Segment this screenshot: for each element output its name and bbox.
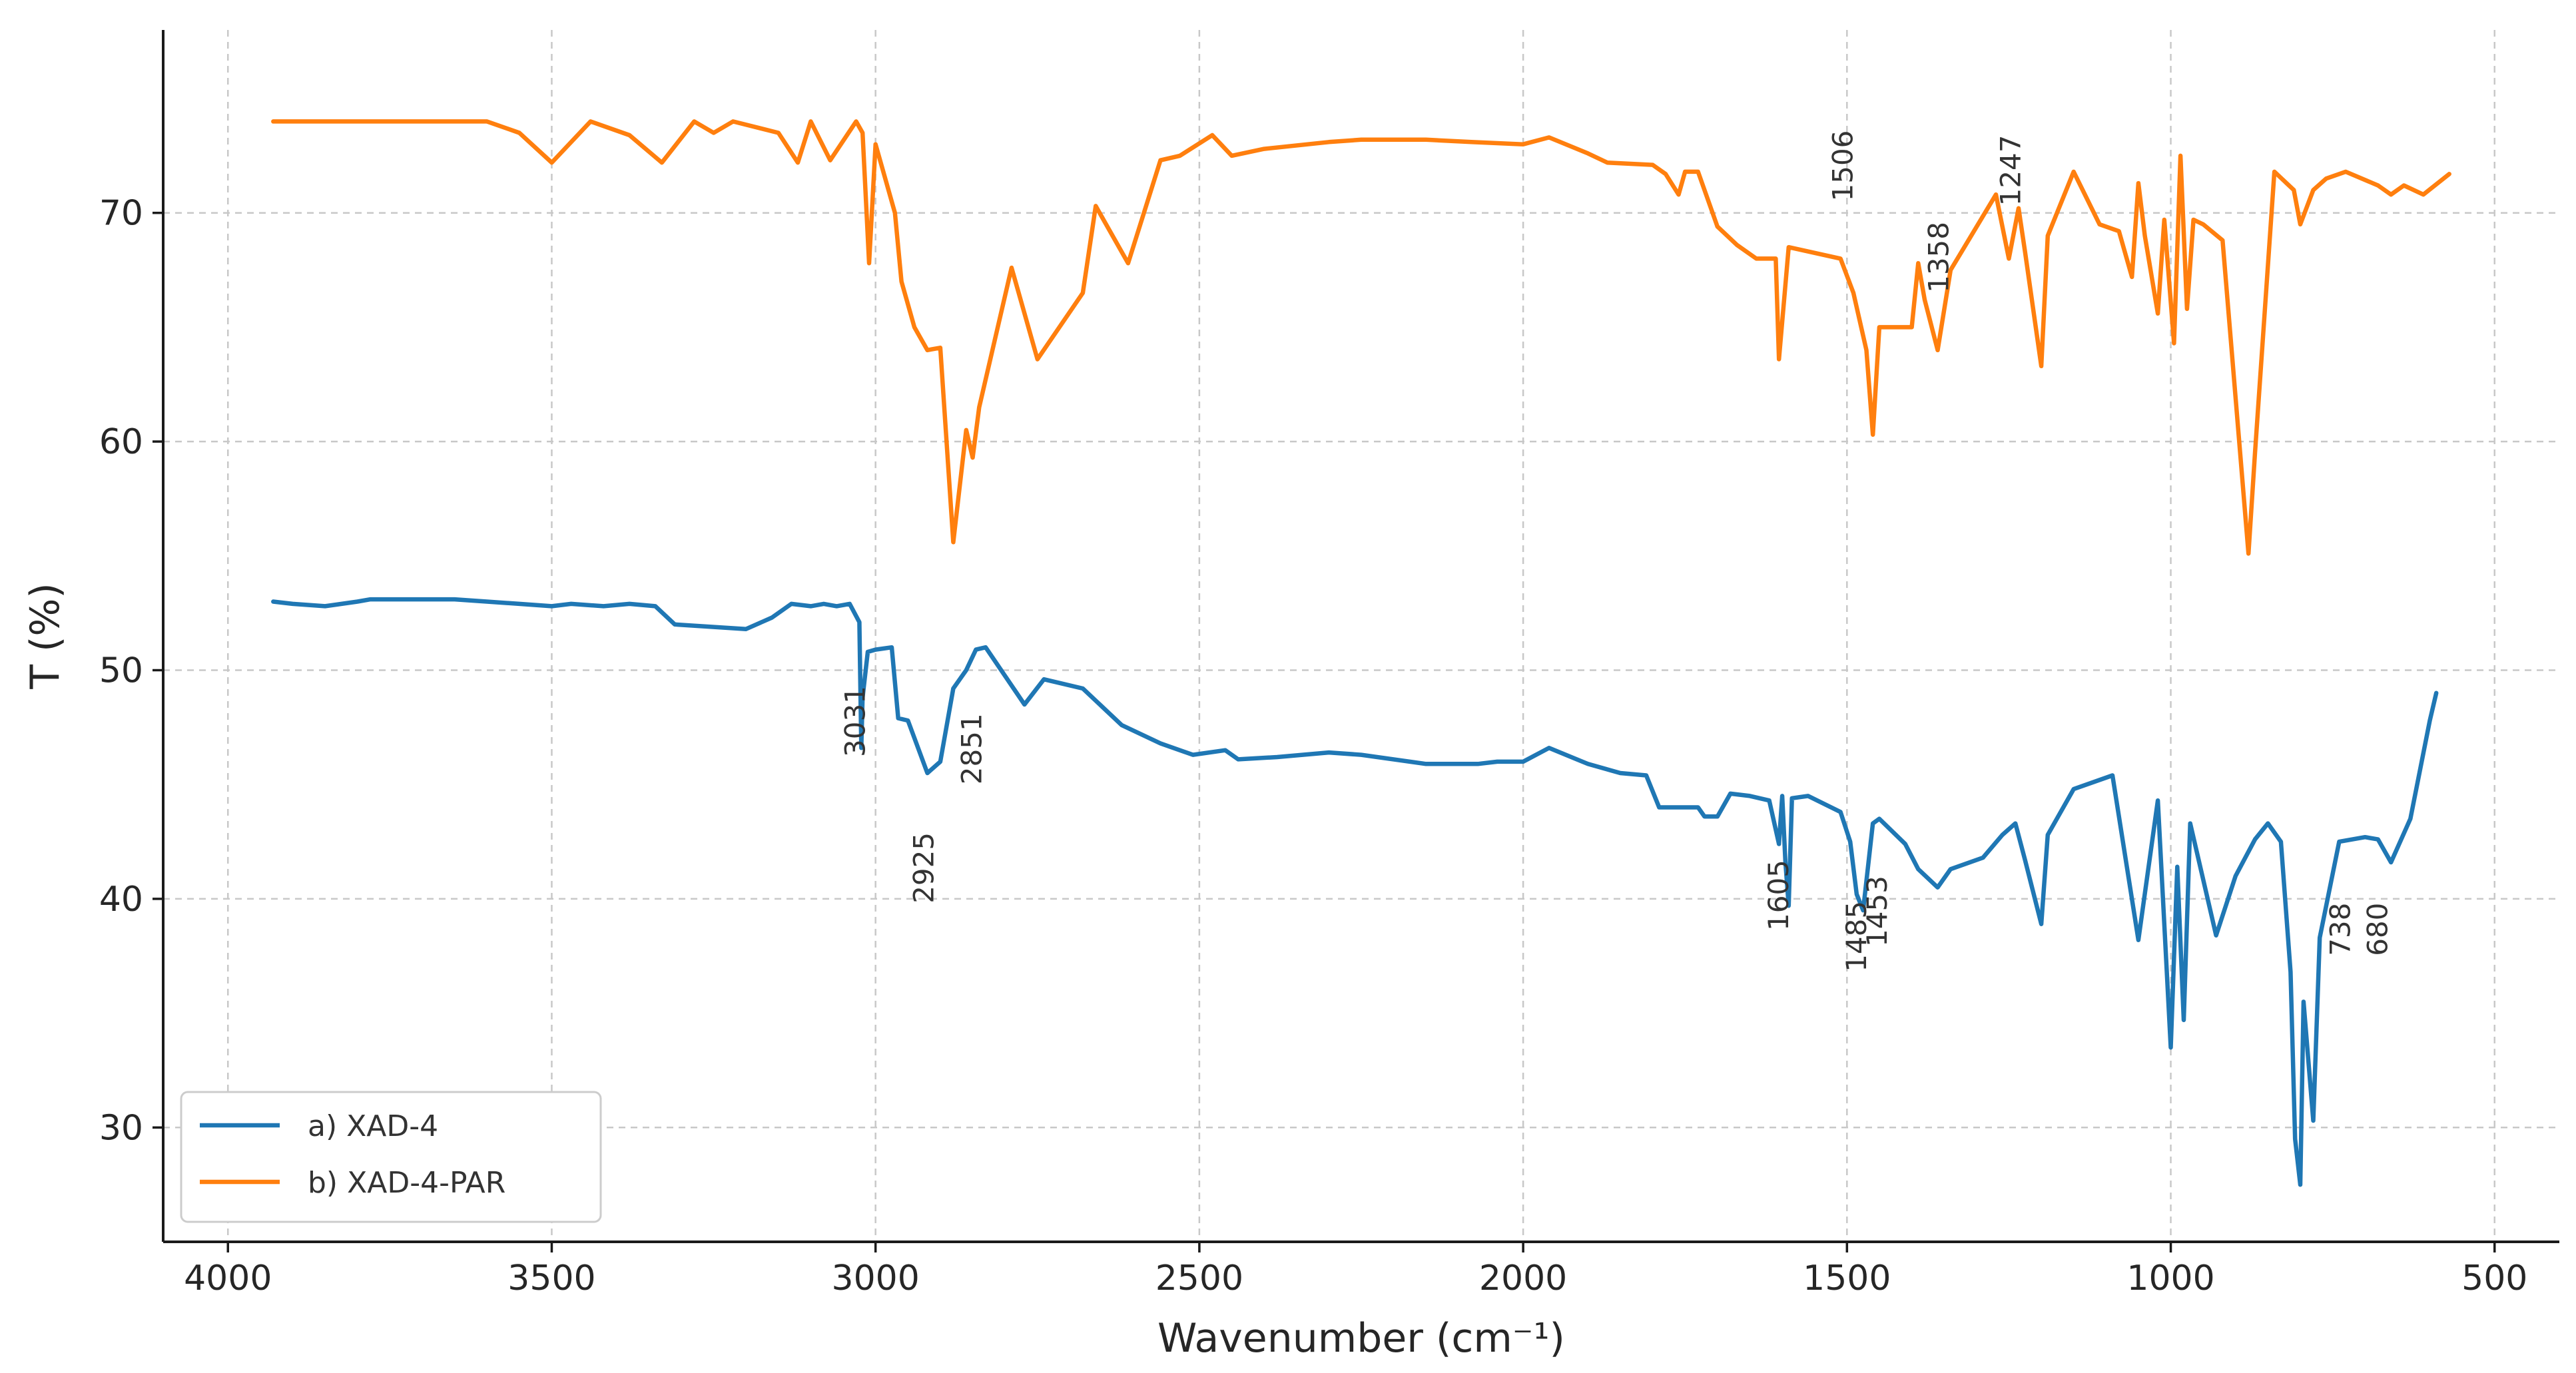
grid (163, 30, 2559, 1242)
legend-box (180, 1091, 602, 1223)
peak-annotation: 2925 (908, 832, 940, 904)
peak-annotation: 1485 (1840, 901, 1873, 972)
x-tick-label: 3000 (832, 1258, 920, 1298)
x-axis-label: Wavenumber (cm⁻¹) (1157, 1315, 1565, 1362)
x-tick-label: 2000 (1479, 1258, 1567, 1298)
x-tick-label: 500 (2461, 1258, 2527, 1298)
y-tick-label: 40 (99, 880, 143, 920)
x-tick-label: 4000 (184, 1258, 272, 1298)
peak-annotation: 1453 (1861, 876, 1893, 947)
plot-frame (163, 30, 2559, 1242)
x-tick-label: 1000 (2126, 1258, 2214, 1298)
peak-annotation: 738 (2324, 903, 2356, 956)
peak-annotation: 2851 (956, 713, 988, 784)
ticks: 4000 3500 3000 2500 2000 1500 1000 500 30 40 50 60 7… (99, 194, 2528, 1298)
y-tick-label: 50 (99, 651, 143, 691)
axes (162, 30, 2559, 1243)
legend-label-xad4-par: b) XAD-4-PAR (308, 1166, 505, 1200)
peak-annotation: 1605 (1762, 860, 1795, 931)
peak-annotation: 3031 (839, 686, 872, 757)
y-tick-label: 30 (99, 1108, 143, 1148)
y-tick-label: 70 (99, 194, 143, 234)
peak-annotation: 1358 (1922, 222, 1955, 293)
peak-annotation: 1247 (1994, 135, 2027, 206)
series-group (271, 119, 2451, 1187)
series-line-xad4-par (271, 119, 2451, 556)
x-tick-label: 2500 (1155, 1258, 1243, 1298)
legend-label-xad4: a) XAD-4 (308, 1109, 438, 1143)
peak-annotation: 680 (2362, 903, 2394, 956)
legend: a) XAD-4 b) XAD-4-PAR (180, 1091, 602, 1223)
y-axis-label: T (%) (22, 583, 69, 690)
peak-annotation: 1506 (1827, 131, 1859, 202)
y-tick-label: 60 (99, 422, 143, 462)
series-line-xad4 (271, 597, 2439, 1187)
x-tick-label: 3500 (507, 1258, 595, 1298)
x-tick-label: 1500 (1803, 1258, 1891, 1298)
